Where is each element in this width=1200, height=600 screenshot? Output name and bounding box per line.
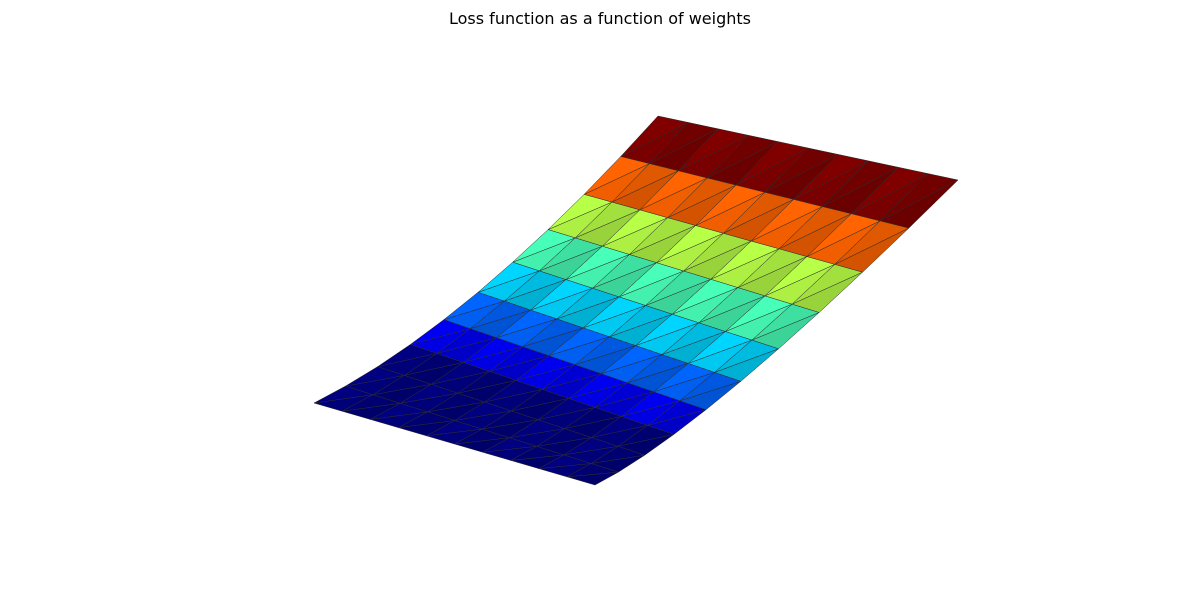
surface-facet: [583, 156, 650, 195]
surface-facet: [443, 292, 505, 320]
surface-facet: [377, 344, 438, 367]
surface-facet: [512, 229, 576, 263]
surface-facets: [313, 115, 959, 486]
surface-facet: [477, 261, 540, 293]
surface-facet: [313, 385, 374, 404]
surface-facet: [410, 319, 471, 345]
surface-facet: [345, 366, 405, 387]
surface-facet: [620, 115, 689, 157]
chart-title: Loss function as a function of weights: [449, 9, 751, 28]
surface-facet: [547, 194, 613, 230]
